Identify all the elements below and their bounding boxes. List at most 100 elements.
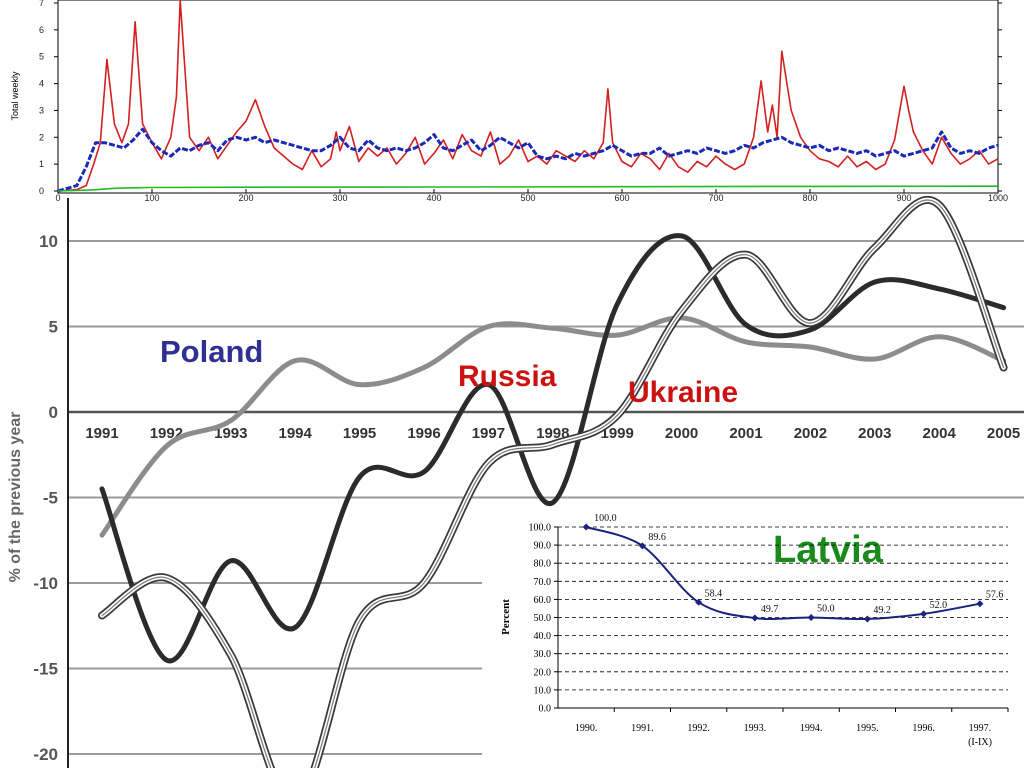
weekly-series — [57, 0, 999, 193]
latvia-data-label: 49.7 — [761, 604, 779, 615]
latvia-series: 100.0 89.6 58.4 49.7 50.0 49.2 52.0 57.6 — [582, 513, 1004, 623]
growth-y-tick-label: 0 — [49, 403, 58, 422]
latvia-x-tick-label: 1992. — [687, 723, 710, 734]
weekly-y-axis-label: Total weekly — [10, 71, 20, 121]
latvia-data-label: 57.6 — [986, 590, 1004, 601]
latvia-y-tick-label: 30.0 — [534, 649, 552, 660]
series-line-poland — [99, 315, 1007, 538]
latvia-y-tick-label: 90.0 — [534, 541, 552, 552]
growth-y-ticks: 10 5 0 -5 -10 -15 -20 — [33, 232, 58, 764]
weekly-y-ticks: 0 1 2 3 4 5 6 7 — [39, 0, 1002, 196]
latvia-y-tick-label: 80.0 — [534, 559, 552, 570]
growth-year-label: 2005 — [987, 425, 1020, 442]
latvia-x-tick-label: 1993. — [744, 723, 767, 734]
latvia-point — [920, 610, 928, 618]
weekly-x-tick-label: 200 — [238, 193, 253, 203]
latvia-line — [585, 526, 981, 621]
latvia-data-label: 89.6 — [648, 532, 666, 543]
latvia-point — [695, 598, 703, 606]
growth-year-labels: 1991 1992 1993 1994 1995 1996 1997 1998 1999 2000… — [85, 425, 1020, 442]
growth-year-label: 1997 — [472, 425, 505, 442]
latvia-data-label: 50.0 — [817, 604, 835, 615]
latvia-x-tick-label: 1990. — [575, 723, 598, 734]
weekly-y-tick-label: 4 — [39, 79, 44, 89]
growth-y-tick-label: -5 — [43, 489, 58, 508]
latvia-y-tick-label: 70.0 — [534, 577, 552, 588]
latvia-point — [976, 600, 984, 608]
growth-year-label: 1999 — [601, 425, 634, 442]
weekly-y-tick-label: 3 — [39, 105, 44, 115]
weekly-total-chart: Total weekly 0 1 2 3 4 5 6 7 0 100 200 300 400 500 60… — [10, 0, 1008, 203]
weekly-x-tick-label: 800 — [802, 193, 817, 203]
latvia-data-label: 58.4 — [705, 588, 723, 599]
growth-year-label: 2001 — [729, 425, 762, 442]
series-line-russia — [99, 233, 1007, 664]
latvia-y-tick-label: 60.0 — [534, 595, 552, 606]
weekly-x-tick-label: 600 — [614, 193, 629, 203]
latvia-point — [638, 542, 646, 550]
weekly-x-ticks: 0 100 200 300 400 500 600 700 800 900 1000 — [55, 189, 1008, 203]
latvia-x-sublabel: (I-IX) — [968, 737, 992, 748]
growth-year-label: 2000 — [665, 425, 698, 442]
growth-year-label: 2002 — [794, 425, 827, 442]
latvia-x-tick-label: 1997. — [969, 723, 992, 734]
latvia-y-tick-label: 20.0 — [534, 667, 552, 678]
weekly-y-tick-label: 6 — [39, 25, 44, 35]
growth-y-tick-label: -15 — [33, 660, 58, 679]
weekly-x-tick-label: 1000 — [988, 193, 1008, 203]
latvia-data-label: 100.0 — [594, 513, 617, 524]
weekly-x-tick-label: 500 — [520, 193, 535, 203]
latvia-y-axis-label: Percent — [500, 599, 512, 635]
growth-y-tick-label: -10 — [33, 574, 58, 593]
latvia-y-tick-label: 50.0 — [534, 613, 552, 624]
growth-y-tick-label: 5 — [49, 318, 58, 337]
weekly-y-tick-label: 0 — [39, 186, 44, 196]
latvia-panel — [482, 510, 1024, 768]
latvia-x-tick-label: 1991. — [631, 723, 654, 734]
growth-y-tick-label: -20 — [33, 745, 58, 764]
growth-year-label: 2004 — [923, 425, 957, 442]
weekly-series-red — [57, 0, 999, 192]
latvia-x-ticks: 1990. 1991. 1992. 1993. 1994. 1995. 1996. 1997. — [575, 708, 1009, 734]
growth-year-label: 1994 — [279, 425, 313, 442]
latvia-point — [751, 614, 759, 622]
latvia-y-tick-label: 40.0 — [534, 631, 552, 642]
weekly-y-tick-label: 5 — [39, 52, 44, 62]
growth-year-label: 2003 — [858, 425, 891, 442]
weekly-x-tick-label: 0 — [55, 193, 60, 203]
weekly-plot-frame — [57, 0, 999, 194]
growth-year-label: 1993 — [214, 425, 247, 442]
latvia-point — [582, 523, 590, 531]
latvia-y-tick-label: 0.0 — [539, 704, 552, 715]
weekly-series-green — [57, 185, 999, 192]
weekly-x-tick-label: 100 — [144, 193, 159, 203]
weekly-x-tick-label: 700 — [708, 193, 723, 203]
series-line-ukraine-center — [101, 199, 1005, 768]
growth-y-axis-label: % of the previous year — [7, 412, 24, 583]
latvia-data-label: 52.0 — [930, 600, 948, 611]
weekly-y-tick-label: 1 — [39, 159, 44, 169]
series-label-poland: Poland — [160, 334, 263, 369]
latvia-title: Latvia — [773, 529, 884, 571]
series-label-russia: Russia — [458, 360, 557, 393]
latvia-point — [807, 614, 815, 621]
weekly-y-tick-label: 2 — [39, 132, 44, 142]
latvia-x-tick-label: 1994. — [800, 723, 823, 734]
latvia-y-ticks: 100.0 90.0 80.0 70.0 60.0 50.0 40.0 30.0 20.0 10.… — [529, 523, 558, 715]
weekly-y-tick-label: 7 — [39, 0, 44, 8]
weekly-x-tick-label: 900 — [896, 193, 911, 203]
weekly-x-tick-label: 300 — [332, 193, 347, 203]
growth-year-label: 1995 — [343, 425, 376, 442]
latvia-x-tick-label: 1995. — [856, 723, 879, 734]
growth-series — [98, 196, 1008, 768]
latvia-point — [863, 615, 871, 623]
latvia-chart: Latvia Percent 100.0 90.0 80.0 70.0 60.0 50.0… — [482, 510, 1024, 768]
growth-year-label: 1996 — [407, 425, 440, 442]
latvia-x-tick-label: 1996. — [912, 723, 935, 734]
latvia-y-tick-label: 100.0 — [529, 523, 552, 534]
latvia-data-label: 49.2 — [873, 605, 891, 616]
weekly-x-tick-label: 400 — [426, 193, 441, 203]
latvia-y-tick-label: 10.0 — [534, 685, 552, 696]
